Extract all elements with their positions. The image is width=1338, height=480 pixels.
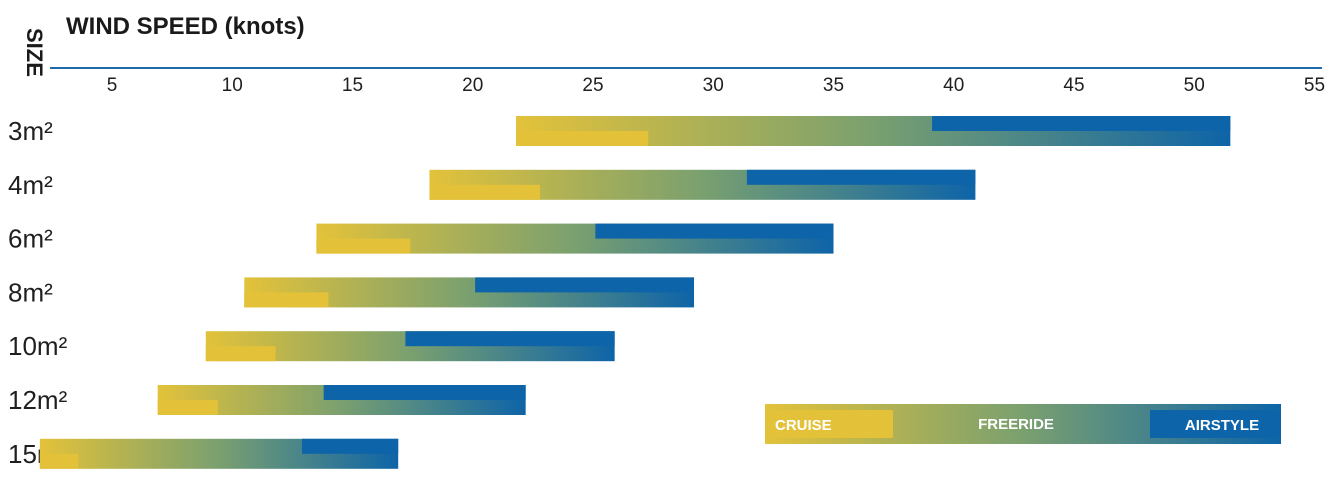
airstyle-bar — [405, 331, 615, 347]
x-tick-label: 40 — [943, 75, 964, 96]
size-row: 8m² — [8, 277, 695, 308]
size-label: 4m² — [8, 170, 53, 200]
chart-rows: 3m² 4m² 6m² 8m² 10m² 12m² 15m² — [8, 116, 1231, 469]
size-label: 8m² — [8, 277, 53, 307]
size-row: 4m² — [8, 169, 976, 200]
size-row: 3m² — [8, 116, 1231, 146]
size-label: 3m² — [8, 116, 53, 146]
legend-airstyle-swatch — [1150, 410, 1281, 438]
airstyle-bar — [301, 438, 399, 454]
legend-label-cruise: CRUISE — [775, 417, 832, 434]
cruise-bar — [157, 400, 218, 415]
chart-title: WIND SPEED (knots) — [66, 13, 305, 40]
x-axis-ticks: 5 10 15 20 25 30 35 40 45 50 55 — [107, 75, 1325, 96]
airstyle-bar — [323, 385, 526, 400]
legend: CRUISE FREERIDE AIRSTYLE — [765, 404, 1281, 444]
cruise-bar — [205, 346, 276, 362]
x-tick-label: 45 — [1063, 75, 1084, 96]
legend-label-freeride: FREERIDE — [978, 416, 1054, 433]
cruise-bar — [39, 453, 79, 469]
x-tick-label: 10 — [222, 75, 243, 96]
x-tick-label: 35 — [823, 75, 844, 96]
legend-cruise-swatch — [765, 410, 893, 438]
x-tick-label: 20 — [462, 75, 483, 96]
cruise-bar — [244, 292, 329, 308]
cruise-bar — [516, 131, 649, 146]
legend-label-airstyle: AIRSTYLE — [1185, 417, 1259, 434]
size-axis-title: SIZE — [22, 28, 47, 77]
x-tick-label: 25 — [582, 75, 603, 96]
size-label: 12m² — [8, 385, 68, 415]
size-row: 12m² — [8, 385, 526, 415]
x-tick-label: 5 — [107, 75, 118, 96]
cruise-bar — [316, 238, 411, 254]
size-label: 10m² — [8, 331, 68, 361]
size-row: 15m² — [8, 438, 399, 469]
airstyle-bar — [746, 169, 976, 185]
x-tick-label: 30 — [703, 75, 724, 96]
airstyle-bar — [932, 116, 1231, 131]
size-row: 6m² — [8, 223, 834, 254]
cruise-bar — [429, 184, 541, 200]
size-row: 10m² — [8, 331, 615, 362]
airstyle-bar — [475, 277, 695, 293]
x-tick-label: 15 — [342, 75, 363, 96]
airstyle-bar — [595, 223, 834, 239]
x-tick-label: 50 — [1184, 75, 1205, 96]
x-tick-label: 55 — [1304, 75, 1325, 96]
size-label: 6m² — [8, 224, 53, 254]
